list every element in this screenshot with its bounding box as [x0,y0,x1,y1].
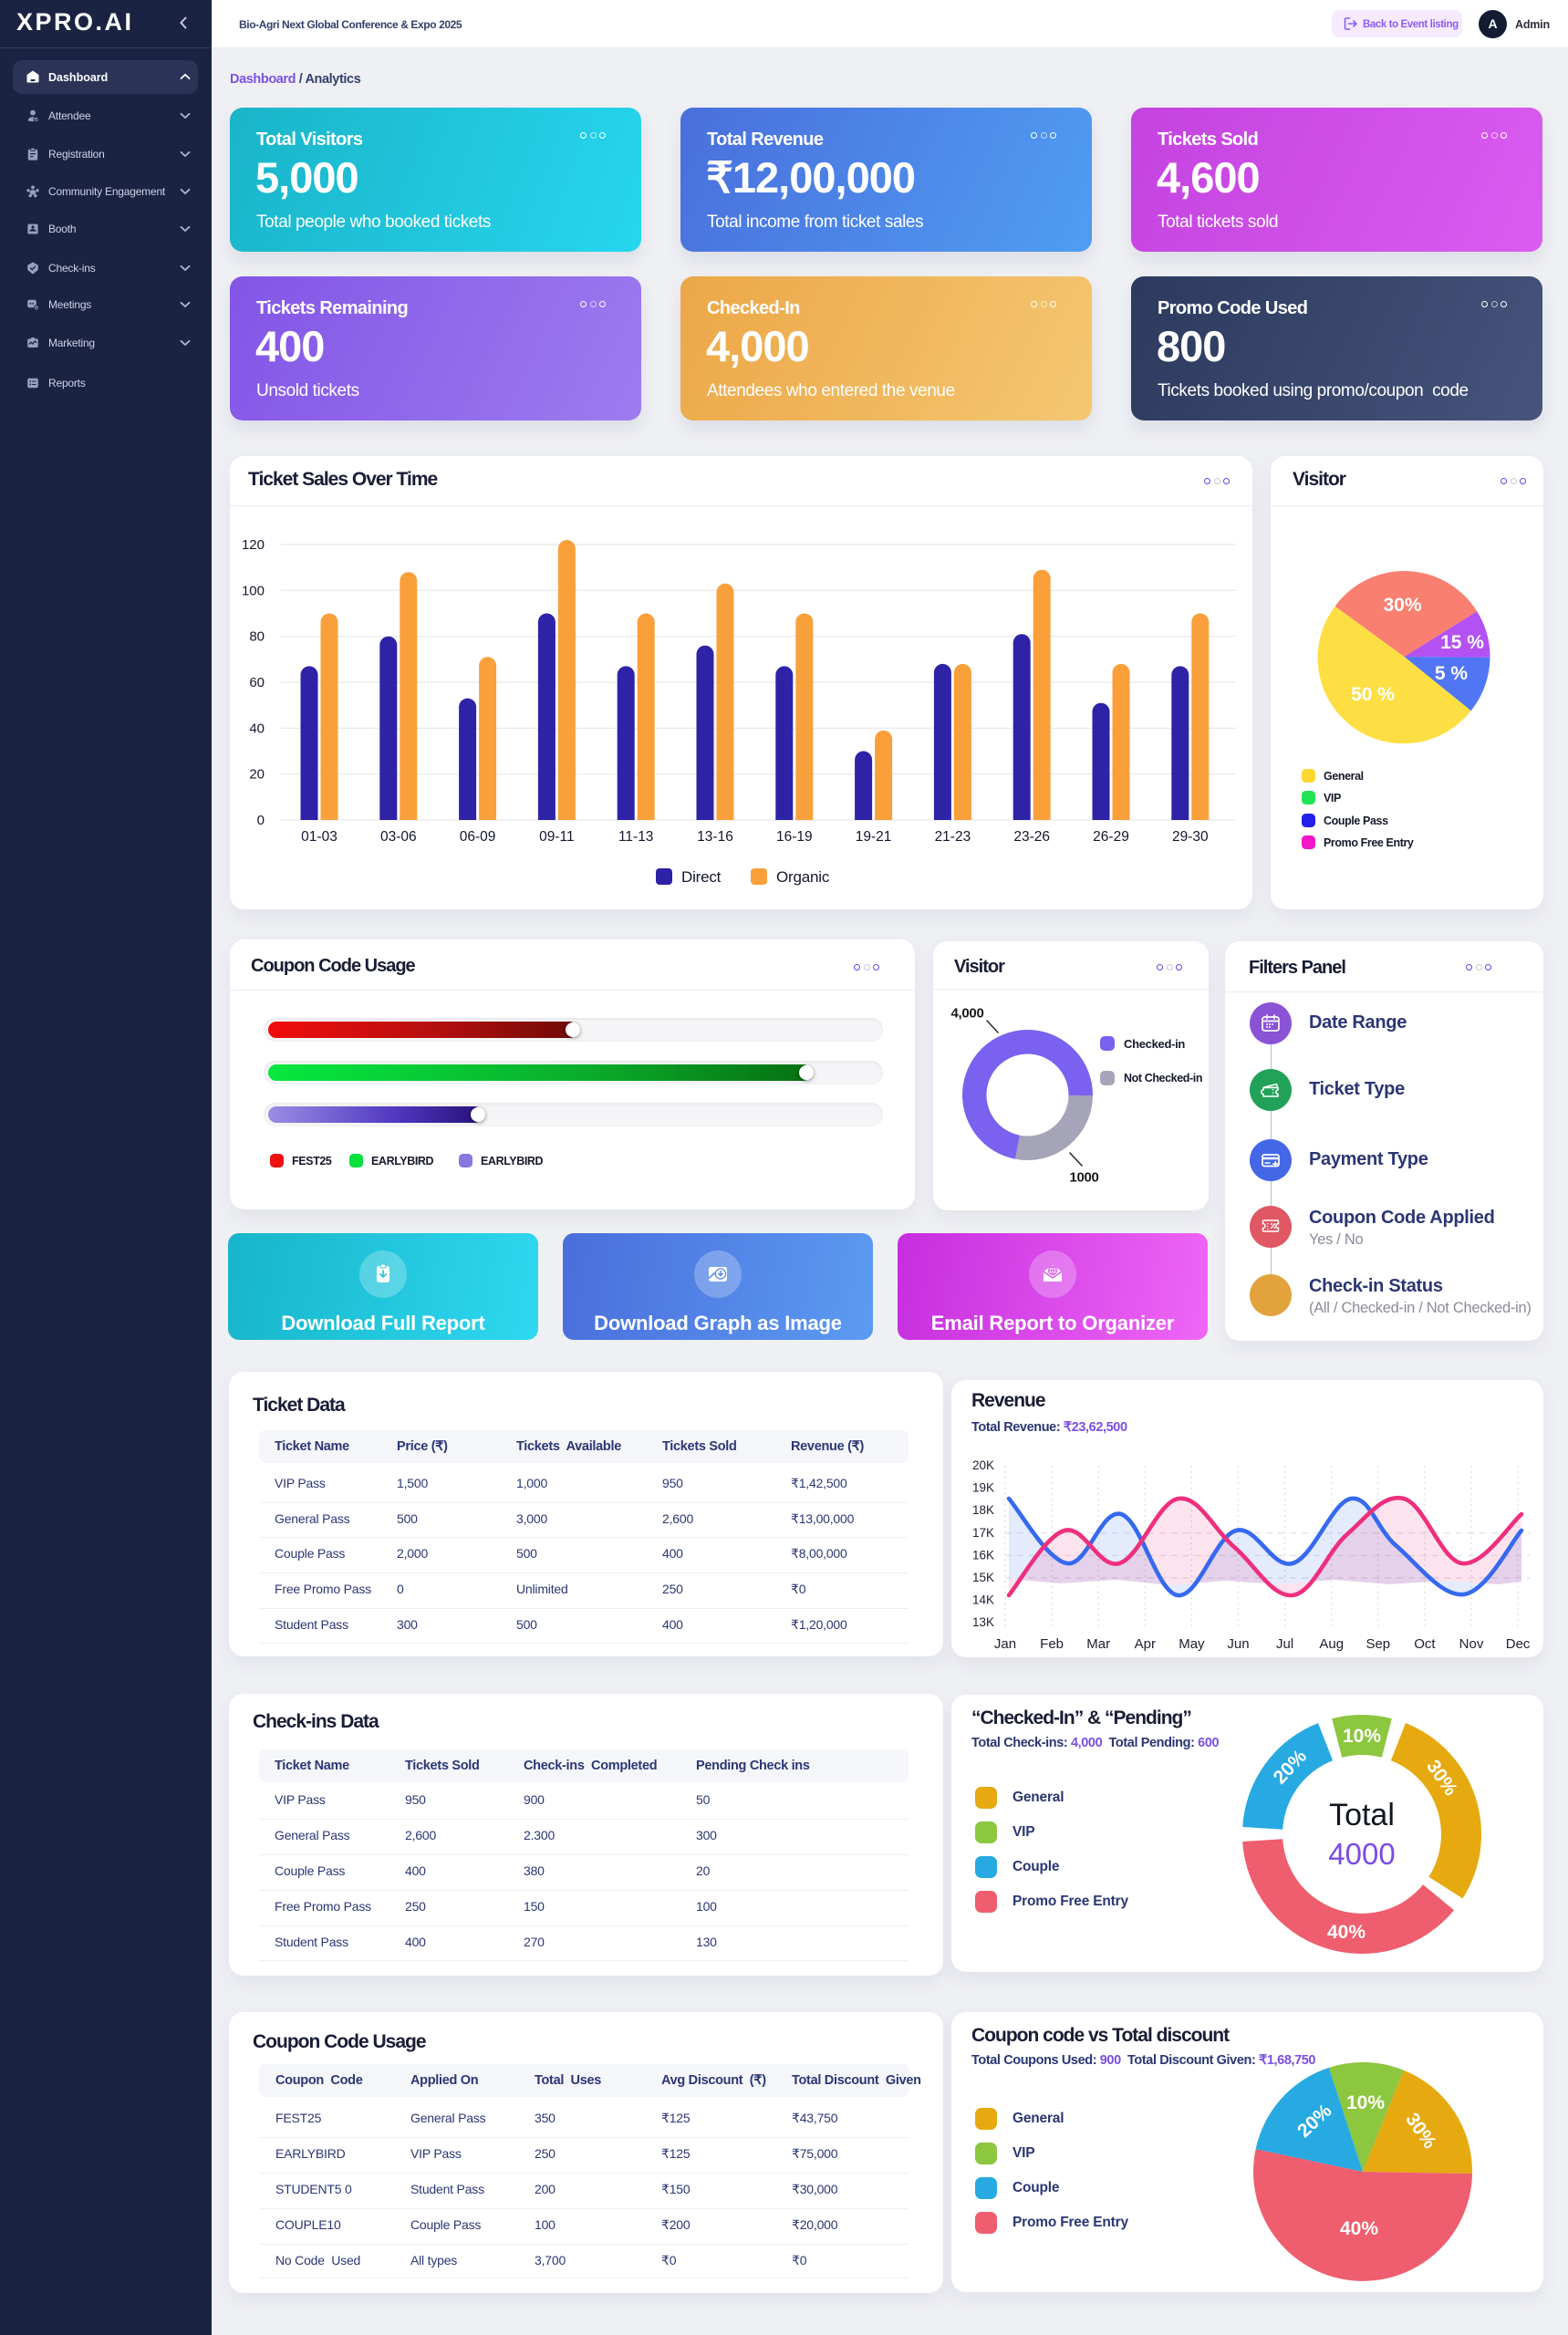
svg-text:Dec: Dec [1506,1636,1531,1652]
svg-text:4000: 4000 [1328,1837,1395,1871]
svg-text:13K: 13K [972,1615,994,1629]
svg-text:Sep: Sep [1366,1636,1390,1652]
svg-text:17K: 17K [972,1526,994,1540]
svg-text:Total: Total [1329,1798,1395,1832]
svg-text:11-13: 11-13 [618,829,654,845]
svg-text:15K: 15K [972,1571,994,1584]
svg-text:15 %: 15 % [1440,632,1484,653]
svg-text:21-23: 21-23 [935,829,971,845]
svg-text:40: 40 [249,721,265,736]
svg-text:13-16: 13-16 [697,829,733,845]
svg-text:1000: 1000 [1069,1170,1098,1186]
svg-text:20K: 20K [972,1458,994,1472]
svg-text:30%: 30% [1383,595,1421,616]
svg-text:Jul: Jul [1276,1636,1293,1652]
svg-text:Jun: Jun [1227,1636,1249,1652]
svg-text:100: 100 [242,583,265,598]
svg-text:Apr: Apr [1135,1636,1156,1652]
svg-text:16-19: 16-19 [776,829,813,845]
svg-text:80: 80 [249,629,265,645]
svg-text:5 %: 5 % [1435,663,1469,684]
svg-text:18K: 18K [972,1503,994,1517]
svg-text:0: 0 [257,813,265,828]
svg-text:20: 20 [249,767,265,783]
svg-text:60: 60 [249,675,265,690]
svg-text:14K: 14K [972,1593,994,1607]
svg-text:19K: 19K [972,1481,994,1495]
svg-text:May: May [1179,1636,1205,1652]
svg-text:01-03: 01-03 [301,829,337,845]
svg-text:10%: 10% [1346,2092,1385,2113]
svg-text:Nov: Nov [1459,1636,1484,1652]
svg-text:Mar: Mar [1086,1636,1110,1652]
svg-text:50 %: 50 % [1351,684,1395,705]
svg-text:06-09: 06-09 [460,829,496,845]
svg-text:40%: 40% [1340,2218,1378,2239]
svg-text:19-21: 19-21 [856,829,892,845]
svg-text:Feb: Feb [1040,1636,1064,1652]
svg-text:Aug: Aug [1319,1636,1344,1652]
svg-text:09-11: 09-11 [539,829,575,845]
svg-text:Oct: Oct [1414,1636,1436,1652]
svg-text:26-29: 26-29 [1093,829,1129,845]
svg-text:03-06: 03-06 [380,829,417,845]
svg-text:40%: 40% [1327,1922,1366,1943]
svg-text:Jan: Jan [994,1636,1016,1652]
svg-text:10%: 10% [1343,1726,1381,1747]
svg-text:29-30: 29-30 [1172,829,1209,845]
svg-text:16K: 16K [972,1548,994,1562]
svg-text:23-26: 23-26 [1013,829,1050,845]
svg-text:4,000: 4,000 [950,1006,983,1022]
svg-text:120: 120 [242,537,265,553]
